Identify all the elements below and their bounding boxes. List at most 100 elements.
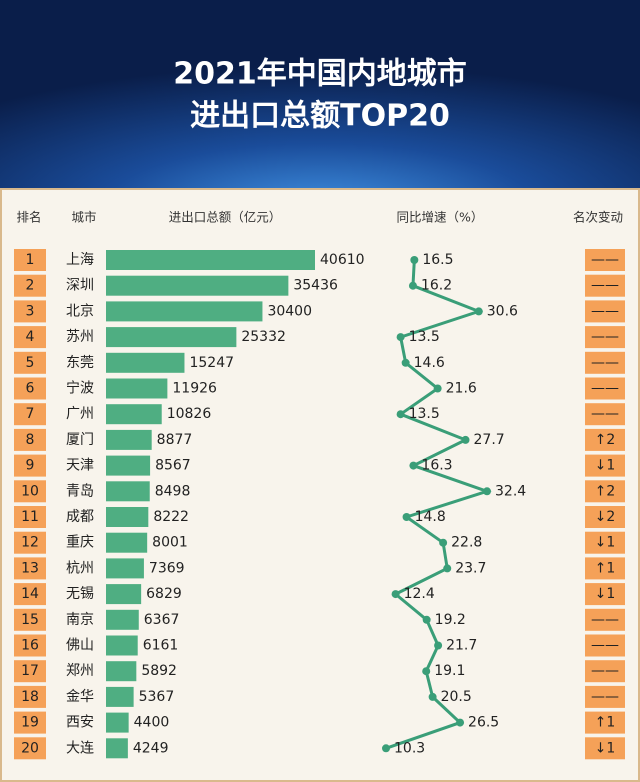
rank: 10 xyxy=(21,483,39,499)
growth-label: 23.7 xyxy=(455,560,486,576)
rank-box xyxy=(14,608,46,631)
change-box xyxy=(585,480,625,503)
bar xyxy=(106,275,289,296)
growth-dot xyxy=(391,590,400,599)
value-label: 25332 xyxy=(241,329,286,345)
header: 名次变动 xyxy=(573,210,623,225)
rank-box xyxy=(14,737,46,760)
rank-change: ↑2 xyxy=(595,432,616,448)
value-label: 15247 xyxy=(189,355,234,371)
growth-dot xyxy=(428,692,437,701)
growth-label: 13.5 xyxy=(409,406,440,422)
city: 北京 xyxy=(66,303,94,319)
rank-box xyxy=(14,480,46,503)
value-label: 30400 xyxy=(267,303,312,319)
bar xyxy=(106,532,148,553)
rank: 17 xyxy=(21,663,39,679)
growth-dot xyxy=(422,615,431,624)
header: 同比增速（%） xyxy=(397,210,484,225)
rank-box xyxy=(14,377,46,400)
rank: 1 xyxy=(26,252,35,268)
rank-change: —— xyxy=(591,638,619,654)
rank-box xyxy=(14,711,46,734)
rank: 16 xyxy=(21,638,39,654)
bar xyxy=(106,404,162,425)
change-box xyxy=(585,377,625,400)
rank-change: ↑1 xyxy=(595,560,616,576)
growth-dot xyxy=(410,256,419,264)
growth-label: 12.4 xyxy=(404,586,435,602)
growth-label: 20.5 xyxy=(441,689,472,705)
city: 广州 xyxy=(66,406,94,422)
value-label: 8567 xyxy=(155,458,191,474)
city: 大连 xyxy=(66,740,94,756)
rank: 8 xyxy=(26,432,35,448)
bar xyxy=(106,455,151,476)
rank-box xyxy=(14,634,46,657)
rank-box xyxy=(14,660,46,683)
rank-box xyxy=(14,300,46,323)
change-box xyxy=(585,403,625,426)
growth-dot xyxy=(401,358,410,367)
growth-label: 21.6 xyxy=(446,381,477,397)
change-box xyxy=(585,634,625,657)
rank-box xyxy=(14,454,46,477)
rank: 3 xyxy=(26,303,35,319)
growth-label: 16.2 xyxy=(421,278,452,294)
bar xyxy=(106,609,139,630)
bar xyxy=(106,301,263,322)
rank: 7 xyxy=(26,406,35,422)
bar xyxy=(106,738,128,759)
value-label: 6829 xyxy=(146,586,182,602)
growth-label: 27.7 xyxy=(474,432,505,448)
growth-dot xyxy=(474,307,483,316)
growth-dot xyxy=(456,718,465,727)
rank-box xyxy=(14,326,46,349)
rank: 18 xyxy=(21,689,39,705)
city: 天津 xyxy=(66,458,94,474)
city: 重庆 xyxy=(66,535,94,551)
rank: 19 xyxy=(21,715,39,731)
change-box xyxy=(585,685,625,708)
change-box xyxy=(585,608,625,631)
rank-box xyxy=(14,506,46,528)
growth-label: 32.4 xyxy=(495,483,526,499)
city: 郑州 xyxy=(66,663,94,679)
header: 进出口总额（亿元） xyxy=(169,210,282,225)
change-box xyxy=(585,583,625,606)
growth-label: 14.6 xyxy=(414,355,445,371)
value-label: 35436 xyxy=(293,278,338,294)
growth-dot xyxy=(382,744,390,753)
rank: 6 xyxy=(26,381,35,397)
rank-box xyxy=(14,428,46,451)
rank-change: —— xyxy=(591,355,619,371)
change-box xyxy=(585,711,625,734)
growth-dot xyxy=(409,461,418,470)
rank-box xyxy=(14,249,46,271)
rank: 13 xyxy=(21,560,39,576)
rank-change: —— xyxy=(591,303,619,319)
bar xyxy=(106,352,185,373)
growth-dot xyxy=(422,667,431,676)
bar xyxy=(106,507,149,527)
city: 无锡 xyxy=(66,586,94,602)
rank-change: ↓1 xyxy=(595,586,616,602)
bar xyxy=(106,584,142,605)
change-box xyxy=(585,274,625,297)
subtitle: 进出口总额TOP20 xyxy=(190,99,450,134)
growth-dot xyxy=(439,538,448,547)
change-box xyxy=(585,454,625,477)
bar xyxy=(106,712,129,733)
rank-box xyxy=(14,531,46,554)
city: 佛山 xyxy=(66,638,94,654)
city: 南京 xyxy=(66,612,94,628)
rank: 2 xyxy=(26,278,35,294)
value-label: 10826 xyxy=(167,406,212,422)
header: 排名 xyxy=(16,210,41,225)
growth-label: 10.3 xyxy=(394,740,425,756)
city: 苏州 xyxy=(66,329,94,345)
rank-change: ↑2 xyxy=(595,483,616,499)
change-box xyxy=(585,351,625,374)
change-box xyxy=(585,660,625,683)
value-label: 6161 xyxy=(143,638,179,654)
